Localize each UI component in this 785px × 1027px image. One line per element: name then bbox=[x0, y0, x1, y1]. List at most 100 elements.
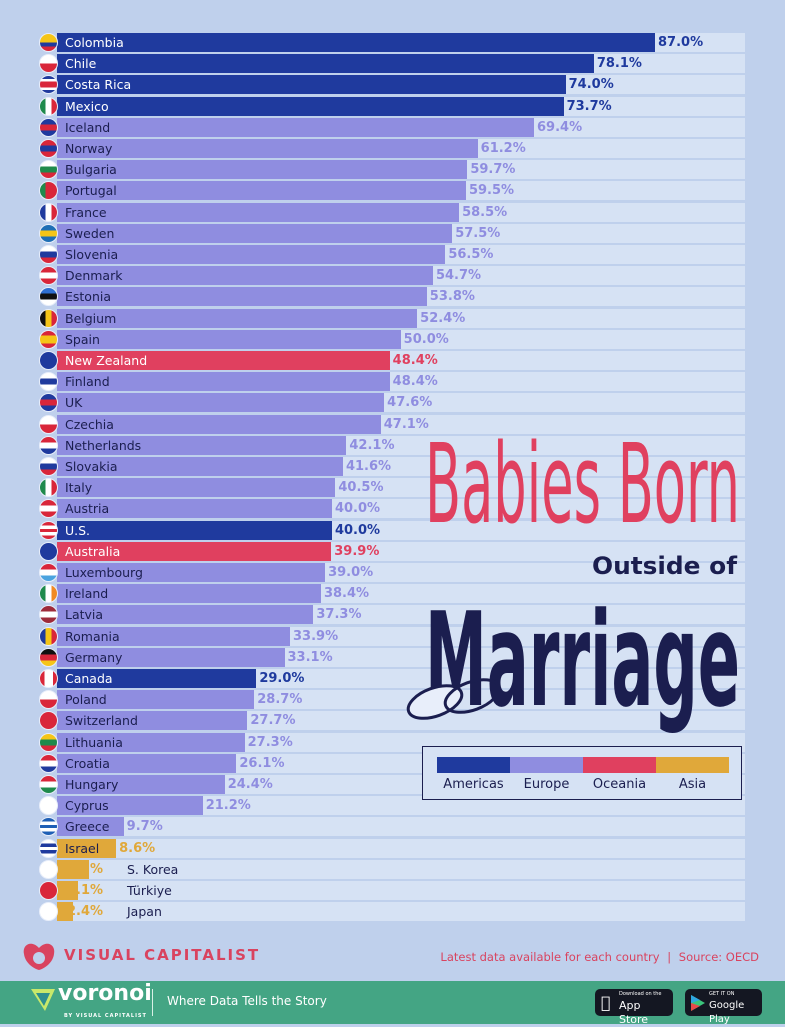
bar-row: Poland 28.7% bbox=[57, 690, 745, 710]
country-label: New Zealand bbox=[65, 353, 148, 368]
bar bbox=[57, 626, 290, 646]
title-line-2: Outside of bbox=[592, 552, 738, 580]
value-label: 48.4% bbox=[392, 353, 438, 368]
bar bbox=[57, 351, 390, 370]
bar-row: New Zealand 48.4% bbox=[57, 351, 745, 370]
flag-icon bbox=[39, 435, 58, 455]
flag-icon bbox=[39, 711, 58, 731]
flag-icon bbox=[39, 690, 58, 710]
bar bbox=[57, 838, 117, 858]
bar-row: Bulgaria 59.7% bbox=[57, 160, 745, 180]
country-label: UK bbox=[65, 395, 83, 411]
voronoi-subtitle: BY VISUAL CAPITALIST bbox=[64, 1013, 147, 1019]
value-label: 54.7% bbox=[435, 268, 482, 284]
legend-label: Asia bbox=[678, 777, 707, 792]
country-label: Türkiye bbox=[127, 883, 172, 898]
flag-icon bbox=[39, 96, 58, 116]
value-label: 33.9% bbox=[293, 628, 339, 644]
bar-row: Switzerland 27.7% bbox=[57, 711, 745, 731]
bar bbox=[57, 711, 248, 731]
footer-bar: voronoi BY VISUAL CAPITALIST Where Data … bbox=[0, 981, 785, 1026]
title-line-3: Marriage bbox=[425, 584, 740, 736]
value-label: 47.1% bbox=[383, 416, 429, 432]
bar bbox=[57, 457, 343, 476]
country-label: Latvia bbox=[65, 607, 104, 623]
flag-icon bbox=[39, 329, 58, 349]
bar bbox=[57, 605, 314, 625]
bar-row: Austria 40.0% bbox=[57, 499, 745, 519]
bar-row: 4.7% S. Korea bbox=[57, 859, 745, 879]
bar-row: Slovakia 41.6% bbox=[57, 457, 745, 476]
value-label: 41.6% bbox=[345, 459, 392, 474]
bar-row: Spain 50.0% bbox=[57, 329, 745, 349]
wedding-rings-icon bbox=[406, 678, 501, 720]
value-label: 57.5% bbox=[455, 225, 501, 241]
flag-icon bbox=[39, 859, 58, 879]
bar bbox=[57, 541, 332, 561]
value-label: 69.4% bbox=[537, 119, 583, 135]
value-label: 29.0% bbox=[259, 671, 305, 686]
country-label: Denmark bbox=[65, 268, 123, 284]
country-label: Chile bbox=[65, 56, 97, 72]
value-label: 48.4% bbox=[392, 374, 438, 390]
value-label: 59.5% bbox=[468, 183, 515, 199]
bar-row: Latvia 37.3% bbox=[57, 605, 745, 625]
bar-row: Ireland 38.4% bbox=[57, 584, 745, 604]
legend-swatch-oceania bbox=[583, 757, 656, 773]
bar bbox=[57, 584, 321, 604]
bar-row: Portugal 59.5% bbox=[57, 181, 745, 201]
flag-icon bbox=[39, 563, 58, 582]
flag-icon bbox=[39, 499, 58, 519]
country-label: Italy bbox=[65, 480, 93, 496]
country-label: Australia bbox=[65, 543, 121, 559]
country-label: Sweden bbox=[65, 225, 115, 241]
bar bbox=[57, 859, 90, 879]
flag-icon bbox=[39, 457, 58, 476]
bar-row: Iceland 69.4% bbox=[57, 117, 745, 137]
country-label: Estonia bbox=[65, 289, 112, 305]
legend-swatch-asia bbox=[656, 757, 729, 773]
google-play-button[interactable]: GET IT ON Google Play bbox=[685, 989, 762, 1025]
flag-icon bbox=[39, 414, 58, 434]
bar-row: Denmark 54.7% bbox=[57, 266, 745, 286]
bar bbox=[57, 393, 385, 413]
bar-row: Costa Rica 74.0% bbox=[57, 75, 745, 95]
bar-row: Israel 8.6% bbox=[57, 838, 745, 858]
country-label: Austria bbox=[65, 501, 110, 517]
value-label: 50.0% bbox=[403, 331, 449, 347]
country-label: Norway bbox=[65, 141, 113, 156]
country-label: Slovakia bbox=[65, 459, 118, 474]
flag-icon bbox=[39, 33, 58, 52]
flag-icon bbox=[39, 160, 58, 180]
app-store-button[interactable]:  Download on the App Store bbox=[595, 989, 673, 1026]
bar bbox=[57, 435, 347, 455]
bar bbox=[57, 181, 466, 201]
value-label: 87.0% bbox=[658, 35, 704, 50]
bar-row: Norway 61.2% bbox=[57, 139, 745, 158]
flag-icon bbox=[39, 266, 58, 286]
bar-row: Sweden 57.5% bbox=[57, 223, 745, 243]
country-label: Finland bbox=[65, 374, 110, 390]
value-label: 38.4% bbox=[323, 586, 370, 602]
legend-label: Europe bbox=[523, 777, 570, 792]
value-label: 37.3% bbox=[316, 607, 362, 623]
bar bbox=[57, 308, 418, 328]
legend-label: Americas bbox=[443, 777, 504, 792]
flag-icon bbox=[39, 54, 58, 74]
value-label: 3.1% bbox=[67, 883, 104, 898]
value-label: 26.1% bbox=[239, 755, 285, 771]
value-label: 39.0% bbox=[328, 565, 374, 580]
google-play-icon bbox=[691, 995, 705, 1011]
bar bbox=[57, 117, 535, 137]
value-label: 42.1% bbox=[349, 437, 395, 453]
bar bbox=[57, 520, 332, 540]
value-label: 21.2% bbox=[205, 798, 251, 814]
bar-row: Australia 39.9% bbox=[57, 541, 745, 561]
bar-row: Greece 9.7% bbox=[57, 817, 745, 837]
app-store-small: Download on the bbox=[619, 991, 662, 997]
country-label: Japan bbox=[127, 904, 162, 920]
flag-icon bbox=[39, 75, 58, 95]
voronoi-wordmark: voronoi bbox=[58, 981, 152, 1006]
bar bbox=[57, 647, 285, 667]
google-play-label: Google Play bbox=[709, 1000, 745, 1025]
